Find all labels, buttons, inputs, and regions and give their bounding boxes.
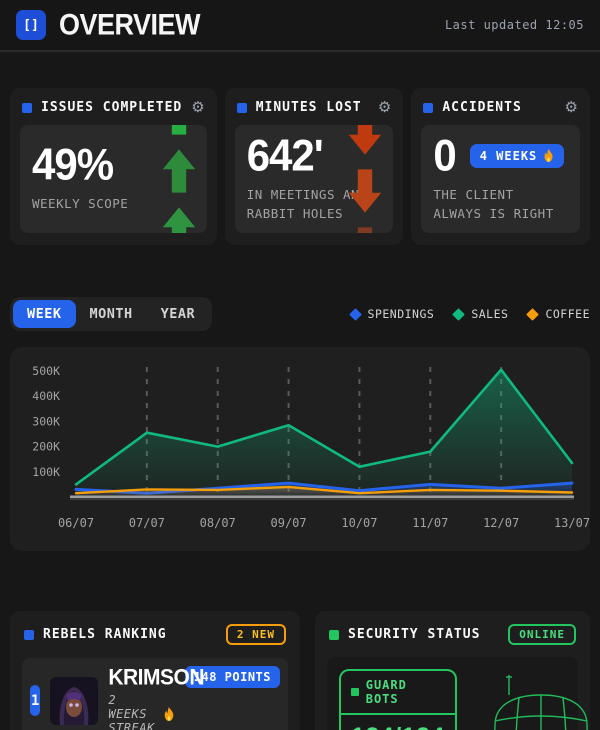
streak-weeks-badge: 4 WEEKS (469, 144, 565, 169)
trend-down-arrows-icon (345, 125, 385, 233)
svg-text:06/07: 06/07 (58, 516, 94, 530)
security-status-card: SECURITY STATUS ONLINE GUARD BOTS 124/12… (315, 611, 590, 730)
stat-card-accidents: ACCIDENTS ⚙ 0 4 WEEKS THE CLIENT ALWAYS … (411, 88, 590, 245)
robot-wireframe-graphic (471, 669, 588, 730)
svg-text:08/07: 08/07 (200, 516, 236, 530)
security-title: SECURITY STATUS (348, 627, 481, 642)
stat-panel: 0 4 WEEKS THE CLIENT ALWAYS IS RIGHT (421, 125, 580, 233)
guard-bots-label: GUARD BOTS (365, 678, 407, 706)
stat-card-label: ACCIDENTS (442, 100, 522, 115)
legend-item-sales[interactable]: SALES (452, 307, 509, 321)
svg-text:500K: 500K (32, 364, 60, 378)
streak-text: 2 WEEKS STREAK (108, 693, 174, 730)
diamond-icon (348, 307, 362, 321)
svg-text:11/07: 11/07 (412, 516, 448, 530)
card-bullet-icon (423, 102, 434, 113)
diamond-icon (526, 307, 540, 321)
card-bullet-icon (22, 102, 32, 113)
fire-icon (543, 149, 554, 165)
rebels-ranking-card: REBELS RANKING 2 NEW 1 (10, 611, 300, 730)
svg-text:300K: 300K (32, 414, 60, 428)
gear-icon[interactable]: ⚙ (377, 98, 392, 116)
chart-controls: WEEK MONTH YEAR SPENDINGS SALES COFFEE (10, 297, 590, 331)
trend-up-arrows-icon (159, 125, 199, 233)
stats-row: ISSUES COMPLETED ⚙ 49% WEEKLY SCOPE MINU… (10, 88, 590, 245)
fire-icon (163, 706, 175, 724)
tab-year[interactable]: YEAR (147, 300, 210, 328)
avatar (50, 676, 99, 725)
time-range-tabs: WEEK MONTH YEAR (10, 297, 213, 331)
svg-text:13/07: 13/07 (554, 516, 590, 530)
rank-badge: 1 (30, 685, 41, 716)
sales-chart: 100K 200K 300K 400K 500K 06/07 07/07 08/07 09/07… (32, 364, 590, 530)
page-title: OVERVIEW (59, 8, 201, 41)
gear-icon[interactable]: ⚙ (564, 98, 578, 116)
card-bullet-icon (236, 102, 247, 113)
guard-bullet-icon (351, 688, 359, 696)
svg-text:200K: 200K (32, 440, 60, 454)
legend-item-coffee[interactable]: COFFEE (526, 307, 590, 321)
diamond-icon (452, 307, 466, 321)
stat-panel: 49% WEEKLY SCOPE (20, 125, 207, 233)
svg-text:100K: 100K (32, 465, 60, 479)
new-count-badge: 2 NEW (225, 624, 286, 645)
ranking-row-1[interactable]: 1 KRIMSON @KRIMSON (22, 658, 288, 730)
card-bullet-icon (24, 629, 34, 640)
stat-value: 49% (32, 140, 114, 190)
stat-value: 0 (433, 131, 456, 181)
legend-item-spendings[interactable]: SPENDINGS (348, 307, 435, 321)
guard-bots-count: 124/124 (351, 723, 445, 730)
points-badge: 148 POINTS (184, 666, 280, 688)
tab-month[interactable]: MONTH (76, 300, 147, 328)
bottom-row: REBELS RANKING 2 NEW 1 (10, 611, 590, 730)
stat-card-minutes-lost: MINUTES LOST ⚙ 642' IN MEETINGS AND RABB… (224, 88, 404, 245)
svg-text:09/07: 09/07 (271, 516, 307, 530)
app-logo-icon: [] (16, 10, 46, 40)
legend-label: COFFEE (545, 307, 590, 321)
stat-card-label: MINUTES LOST (255, 100, 362, 115)
svg-text:10/07: 10/07 (341, 516, 377, 530)
last-updated-text: Last updated 12:05 (444, 18, 584, 32)
svg-text:400K: 400K (32, 389, 60, 403)
chart-legend: SPENDINGS SALES COFFEE (348, 307, 590, 321)
online-status-badge: ONLINE (508, 624, 576, 645)
legend-label: SALES (471, 307, 509, 321)
stat-caption: THE CLIENT ALWAYS IS RIGHT (433, 187, 554, 221)
security-panel: GUARD BOTS 124/124 [RUNNING...] (327, 657, 588, 730)
stat-card-label: ISSUES COMPLETED (41, 100, 183, 115)
tab-week[interactable]: WEEK (13, 300, 76, 328)
sales-chart-card: 100K 200K 300K 400K 500K 06/07 07/07 08/07 09/07… (10, 347, 590, 551)
card-bullet-icon (329, 629, 339, 640)
legend-label: SPENDINGS (367, 307, 435, 321)
stat-card-issues-completed: ISSUES COMPLETED ⚙ 49% WEEKLY SCOPE (10, 88, 217, 245)
stat-caption: WEEKLY SCOPE (32, 196, 129, 212)
stat-panel: 642' IN MEETINGS AND RABBIT HOLES (234, 125, 394, 233)
stat-caption: IN MEETINGS AND RABBIT HOLES (246, 187, 368, 221)
ranking-list: 1 KRIMSON @KRIMSON (22, 658, 288, 730)
svg-text:12/07: 12/07 (483, 516, 519, 530)
rebel-name: KRIMSON (108, 665, 205, 690)
stat-value: 642' (246, 131, 324, 181)
ranking-title: REBELS RANKING (43, 627, 167, 642)
guard-bots-box: GUARD BOTS 124/124 [RUNNING...] (339, 669, 457, 730)
svg-text:07/07: 07/07 (129, 516, 165, 530)
gear-icon[interactable]: ⚙ (191, 98, 205, 116)
app-header: [] OVERVIEW Last updated 12:05 (0, 0, 600, 52)
